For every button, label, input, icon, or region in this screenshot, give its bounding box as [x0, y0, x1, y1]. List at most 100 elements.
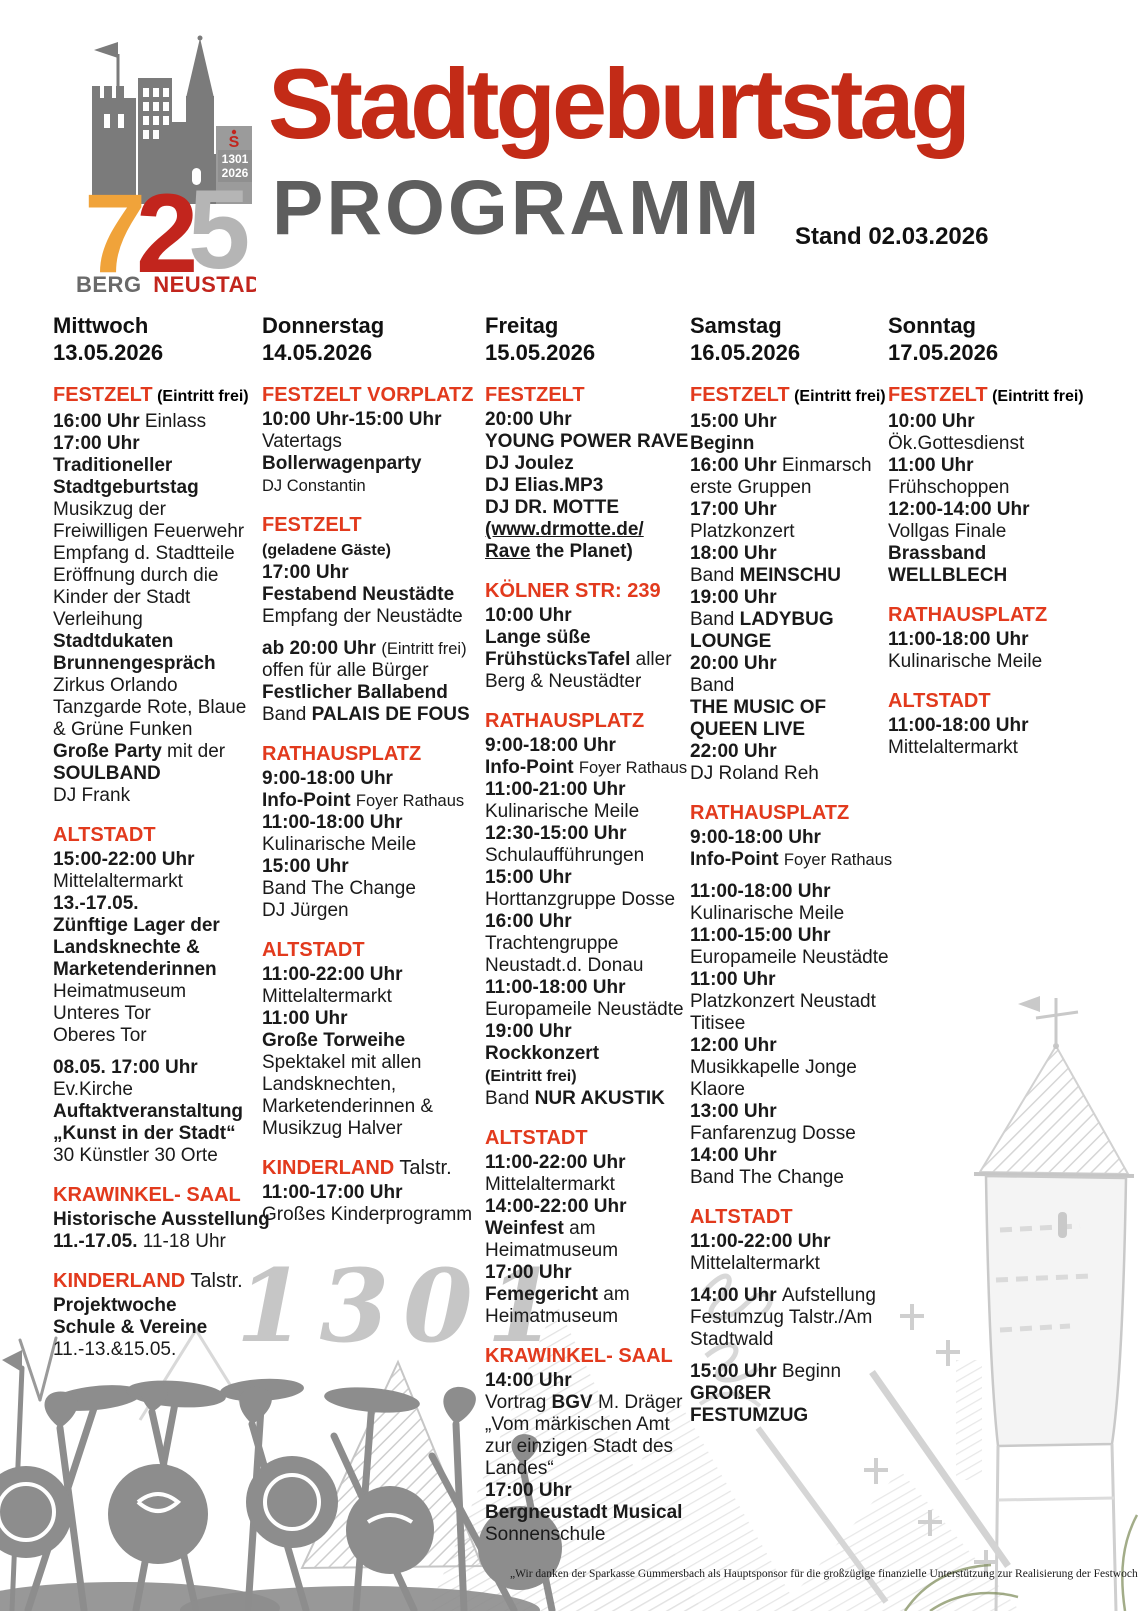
program-line: Landsknechten,	[262, 1074, 484, 1096]
text-segment: Neustadt.d. Donau	[485, 955, 644, 976]
text-segment: 17:00 Uhr	[485, 1262, 572, 1283]
text-segment: LADYBUG	[739, 609, 834, 630]
program-line: offen für alle Bürger	[262, 660, 484, 682]
program-line: 13:00 Uhr	[690, 1101, 890, 1123]
text-segment: Ök.Gottesdienst	[888, 433, 1025, 454]
venue-section: FESTZELT (Eintritt frei) 10:00 Uhr Ök.Gott…	[888, 383, 1138, 587]
venue-section: RATHAUSPLATZ 9:00-18:00 Uhr Info-Point Foy…	[262, 742, 484, 922]
program-line: Festumzug Talstr./Am	[690, 1307, 890, 1329]
text-segment: Großes Kinderprogramm	[262, 1204, 473, 1225]
text-segment: GROßER	[690, 1383, 772, 1404]
program-line: Sonnenschule	[485, 1524, 697, 1546]
text-segment: DJ Frank	[53, 785, 131, 806]
day-header: Donnerstag 14.05.2026	[262, 312, 484, 366]
text-segment: DJ DR. MOTTE	[485, 497, 620, 518]
program-line: 11:00-18:00 Uhr	[690, 881, 890, 903]
program-line: Band MEINSCHU	[690, 565, 890, 587]
program-line: 11:00-18:00 Uhr	[888, 629, 1138, 651]
text-segment: Band The Change	[690, 1167, 844, 1188]
venue-section: FESTZELT VORPLATZ 10:00 Uhr-15:00 Uhr Vate…	[262, 383, 484, 497]
text-segment: Festlicher Ballabend	[262, 682, 448, 703]
text-segment: Sonnenschule	[485, 1524, 606, 1545]
text-segment: „Vom märkischen Amt	[485, 1414, 670, 1435]
twig-sketch	[903, 1514, 1138, 1611]
program-line: Vatertags	[262, 431, 484, 453]
text-segment: 11:00 Uhr	[262, 1008, 348, 1029]
program-line: 11:00-17:00 Uhr	[262, 1182, 484, 1204]
text-segment: Band	[485, 1088, 535, 1109]
program-line: Große Torweihe	[262, 1030, 484, 1052]
venue-name: KRAWINKEL- SAAL	[53, 1184, 241, 1206]
program-line: 15:00 Uhr	[485, 867, 697, 889]
program-line: 16:00 Uhr Einlass	[53, 411, 258, 433]
watermark-1301: 1301	[236, 1247, 571, 1365]
venue-name: RATHAUSPLATZ	[888, 604, 1048, 626]
venue-section: ALTSTADT 15:00-22:00 Uhr Mittelaltermarkt 1…	[53, 823, 258, 1167]
text-segment: Mittelaltermarkt	[690, 1253, 820, 1274]
text-segment: Horttanzgruppe Dosse	[485, 889, 676, 910]
venue-heading: ALTSTADT	[690, 1205, 890, 1229]
program-line: Empfang der Neustädte	[262, 606, 484, 628]
program-line: 22:00 Uhr	[690, 741, 890, 763]
text-segment: Trachtengruppe	[485, 933, 619, 954]
venue-section: KRAWINKEL- SAAL Historische Ausstellung 11…	[53, 1183, 270, 1253]
venue-section: RATHAUSPLATZ 11:00-18:00 Uhr Kulinarische …	[888, 603, 1138, 673]
day-date: 16.05.2026	[690, 340, 801, 365]
program-line: 08.05. 17:00 Uhr	[53, 1057, 258, 1079]
program-line: 11:00-22:00 Uhr	[690, 1231, 890, 1253]
text-segment: Kinder der Stadt	[53, 587, 191, 608]
program-line: Mittelaltermarkt	[690, 1253, 890, 1275]
text-segment: & Grüne Funken	[53, 719, 193, 740]
program-line: Festabend Neustädte	[262, 584, 484, 606]
venue-name: FESTZELT	[485, 384, 585, 406]
text-segment: Info-Point	[485, 757, 579, 778]
program-line: DJ Constantin	[262, 475, 484, 497]
program-line: DJ Frank	[53, 785, 258, 807]
program-line: ab 20:00 Uhr (Eintritt frei)	[262, 638, 484, 660]
program-line: 10:00 Uhr	[485, 605, 697, 627]
tower-sketch	[956, 996, 1135, 1611]
venue-name: KINDERLAND	[53, 1270, 186, 1292]
program-line: Ök.Gottesdienst	[888, 433, 1138, 455]
program-line: 14:00-22:00 Uhr	[485, 1196, 697, 1218]
text-segment: DJ Elias.MP3	[485, 475, 604, 496]
text-segment: 14:00 Uhr	[690, 1145, 777, 1166]
text-segment: Heimatmuseum	[485, 1240, 619, 1261]
program-line: Landes“	[485, 1458, 697, 1480]
program-line: „Vom märkischen Amt	[485, 1414, 697, 1436]
day-name: Mittwoch	[53, 313, 149, 338]
venue-note: Talstr.	[185, 1270, 243, 1292]
program-line: Stadtdukaten	[53, 631, 258, 653]
program-line: Verleihung	[53, 609, 258, 631]
venue-name: ALTSTADT	[53, 824, 156, 846]
program-line: Stadtwald	[690, 1329, 890, 1351]
venue-name: ALTSTADT	[485, 1127, 588, 1149]
venue-section: KINDERLAND Talstr. 11:00-17:00 Uhr Großes …	[262, 1156, 484, 1226]
text-segment: LOUNGE	[690, 631, 772, 652]
day-date: 13.05.2026	[53, 340, 164, 365]
program-line: 15:00 Uhr Beginn	[690, 1361, 890, 1383]
text-segment: 11:00-17:00 Uhr	[262, 1182, 403, 1203]
program-line: 11.-13.&15.05.	[53, 1339, 258, 1361]
program-line: Festlicher Ballabend	[262, 682, 484, 704]
program-line: Landsknechte &	[53, 937, 258, 959]
text-segment: DJ Joulez	[485, 453, 574, 474]
program-line: Heimatmuseum	[485, 1306, 697, 1328]
logo-digit-5: 5	[188, 167, 250, 292]
text-segment: 11:00-22:00 Uhr	[690, 1231, 831, 1252]
text-segment: Europameile Neustädte	[485, 999, 684, 1020]
venue-name: ALTSTADT	[690, 1206, 793, 1228]
text-segment: SOULBAND	[53, 763, 161, 784]
text-segment: (Eintritt frei)	[381, 640, 467, 658]
program-line: Bollerwagenparty	[262, 453, 484, 475]
day-column-samstag: Samstag 16.05.2026 FESTZELT (Eintritt frei…	[690, 312, 892, 1443]
text-segment: Mittelaltermarkt	[888, 737, 1018, 758]
poster-title: Stadtgeburtstag	[268, 48, 971, 159]
venue-heading: KINDERLAND Talstr.	[262, 1156, 484, 1180]
venue-heading: FESTZELT (Eintritt frei)	[690, 383, 890, 409]
program-line: 20:00 Uhr	[485, 409, 697, 431]
text-segment: 11:00-18:00 Uhr	[690, 881, 831, 902]
text-segment: Frühschoppen	[888, 477, 1010, 498]
text-segment: Traditioneller	[53, 455, 173, 476]
day-header: Sonntag 17.05.2026	[888, 312, 1138, 366]
